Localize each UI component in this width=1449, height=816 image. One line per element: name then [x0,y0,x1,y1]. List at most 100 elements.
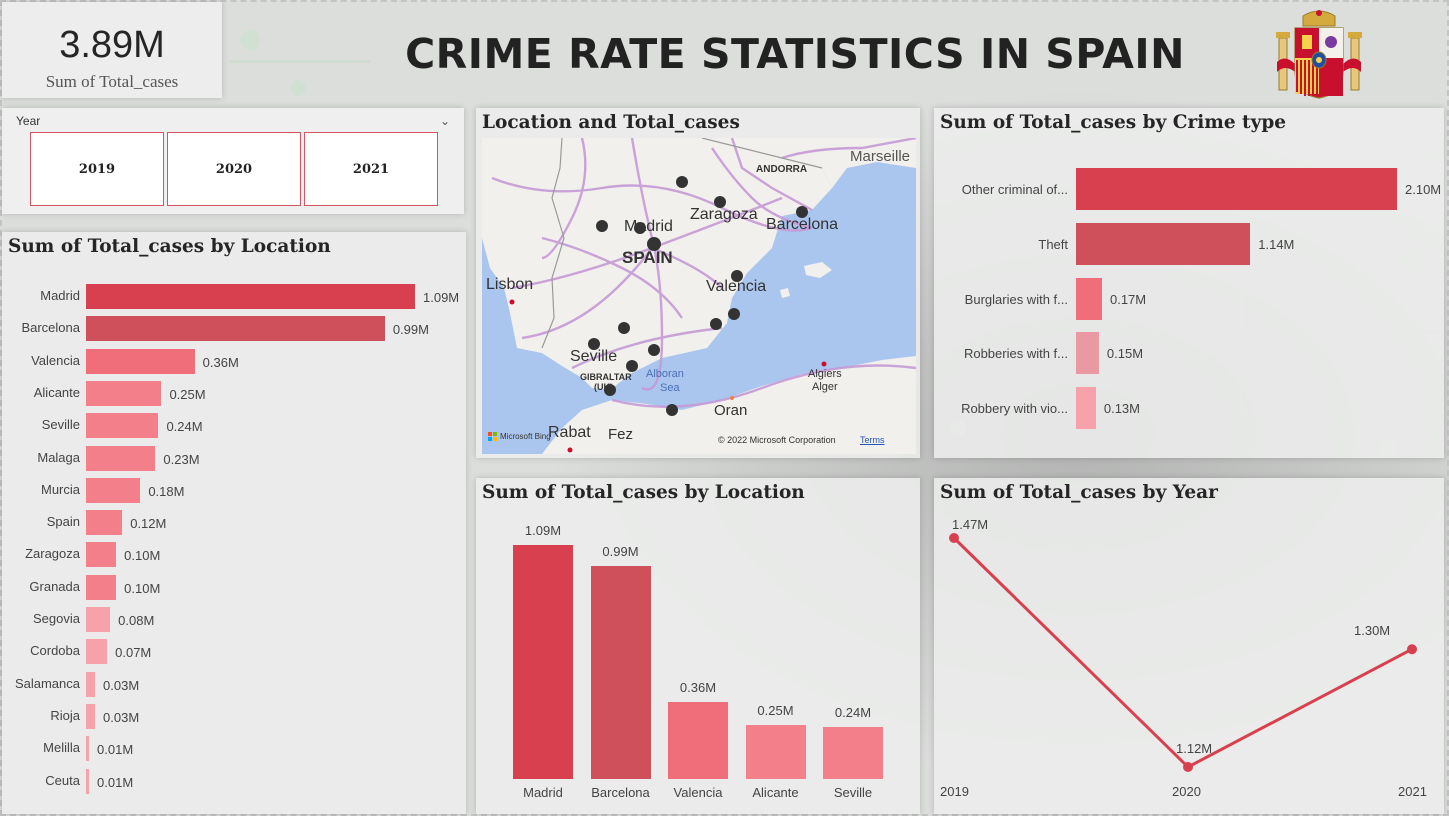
axis-tick-label: Alicante [752,785,799,800]
bar-data-label: 0.01M [97,742,134,758]
axis-tick-label: Seville [833,785,873,800]
bar[interactable] [86,574,117,600]
bar-data-label: 0.99M [602,544,639,560]
map-label-zaragoza: Zaragoza [690,206,758,223]
bar[interactable] [86,284,415,309]
year-slicer: Year ⌄ 2019 2020 2021 [2,108,464,214]
chart-title: Sum of Total_cases by Year [940,482,1218,503]
bar[interactable] [1076,222,1251,265]
bar[interactable] [1076,277,1102,320]
bar[interactable] [86,703,96,729]
slicer-option-2020[interactable]: 2020 [167,132,301,206]
bar[interactable] [1076,168,1397,210]
kpi-value: 3.89M [59,24,165,66]
point-data-label: 1.30M [1354,623,1390,638]
year-line-chart[interactable]: Sum of Total_cases by Year 1.47M 2019 1.12… [934,478,1444,814]
bar-data-label: 0.99M [392,322,429,338]
line-point[interactable] [1407,644,1417,655]
circuit-line [230,60,370,63]
bar[interactable] [745,725,806,779]
bar-category-label: Seville [41,417,80,433]
bar-data-label: 1.09M [524,523,562,538]
bar[interactable] [86,607,111,632]
bar[interactable] [86,510,123,536]
bar-category-label: Robberies with f... [963,346,1068,362]
bar[interactable] [86,445,156,471]
bar-category-label: Salamanca [14,675,80,691]
bar-data-label: 1.14M [1258,236,1295,252]
crime-type-bar-chart[interactable]: Sum of Total_cases by Crime type Other c… [934,108,1444,458]
slicer-option-2019[interactable]: 2019 [30,132,164,206]
bar-category-label: Burglaries with f... [964,291,1068,307]
map-canvas[interactable]: Marseille ANDORRA Zaragoza Barcelona Mad… [482,138,916,454]
map-label-fez: Fez [608,426,634,443]
map-label-alger: Alger [812,381,838,393]
bar-data-label: 0.13M [1103,401,1140,417]
page-title: CRIME RATE STATISTICS IN SPAIN [405,30,1185,78]
bar[interactable] [590,566,651,779]
location-bar-chart[interactable]: Sum of Total_cases by Location Madrid 1.0… [2,232,466,814]
bar[interactable] [86,477,141,503]
map-label-lisbon: Lisbon [486,276,534,293]
bar[interactable] [86,671,96,697]
chart-title: Sum of Total_cases by Crime type [940,112,1287,133]
map-terms-link[interactable]: Terms [860,435,885,445]
map-label-seville: Seville [570,348,618,365]
kpi-label: Sum of Total_cases [45,72,179,91]
bar[interactable] [1076,332,1099,375]
bar-category-label: Zaragoza [25,546,80,562]
bar-data-label: 0.15M [1106,346,1144,362]
series-line [952,536,1413,769]
axis-tick-label: Madrid [523,785,563,800]
line-chart-svg: 1.47M 2019 1.12M 2020 1.30M 2021 [940,517,1427,799]
slicer-option-2021[interactable]: 2021 [304,132,438,206]
axis-tick-label: 2020 [1172,784,1201,799]
map-title: Location and Total_cases [482,112,740,133]
bar[interactable] [668,701,728,779]
bar[interactable] [86,639,108,665]
axis-tick-label: Valencia [673,785,723,800]
bar-data-label: 0.17M [1109,291,1147,307]
chart-title: Sum of Total_cases by Location [482,482,805,503]
map-visual[interactable]: Location and Total_cases [476,108,920,458]
map-label-alboran: Alboran [646,368,684,380]
map-label-algiers: Algiers [808,368,842,380]
bar-data-label: 0.03M [103,709,140,725]
bar[interactable] [86,380,162,406]
bar-category-label: Rioja [50,707,80,723]
bar[interactable] [86,768,90,794]
bar-data-label: 0.01M [97,774,134,790]
bar-data-label: 1.09M [423,290,460,305]
bar-category-label: Madrid [40,288,80,303]
map-label-andorra: ANDORRA [756,164,808,175]
map-label-valencia: Valencia [706,278,767,295]
bar[interactable] [86,413,159,439]
bar-data-label: 0.24M [834,705,872,721]
bar-category-label: Ceuta [45,772,80,788]
bar[interactable] [86,316,385,342]
bar[interactable] [1076,387,1096,430]
bar-data-label: 0.25M [169,386,206,402]
bar[interactable] [513,545,573,779]
bar[interactable] [86,348,195,374]
bar-category-label: Theft [1038,236,1068,252]
map-label-madrid: Madrid [624,218,673,235]
location-column-chart[interactable]: Sum of Total_cases by Location 1.09M Madr… [476,478,920,814]
kpi-card-total-cases[interactable]: 3.89M Sum of Total_cases [2,2,222,98]
line-point[interactable] [1183,762,1193,772]
bar-category-label: Malaga [37,449,80,465]
bar[interactable] [823,727,883,779]
bar[interactable] [86,736,90,762]
bar-data-label: 0.12M [130,516,167,532]
point-data-label: 1.47M [952,517,988,532]
bar-category-label: Robbery with vio... [961,401,1068,417]
bar-data-label: 0.25M [757,703,794,719]
line-point[interactable] [949,533,959,543]
map-label-barcelona: Barcelona [766,216,839,233]
chevron-down-icon[interactable]: ⌄ [440,114,451,128]
map-label-oran: Oran [714,402,748,419]
bar[interactable] [86,542,117,568]
bar-category-label: Alicante [33,384,80,400]
bar-data-label: 0.36M [202,354,239,370]
circuit-dot [290,80,306,96]
